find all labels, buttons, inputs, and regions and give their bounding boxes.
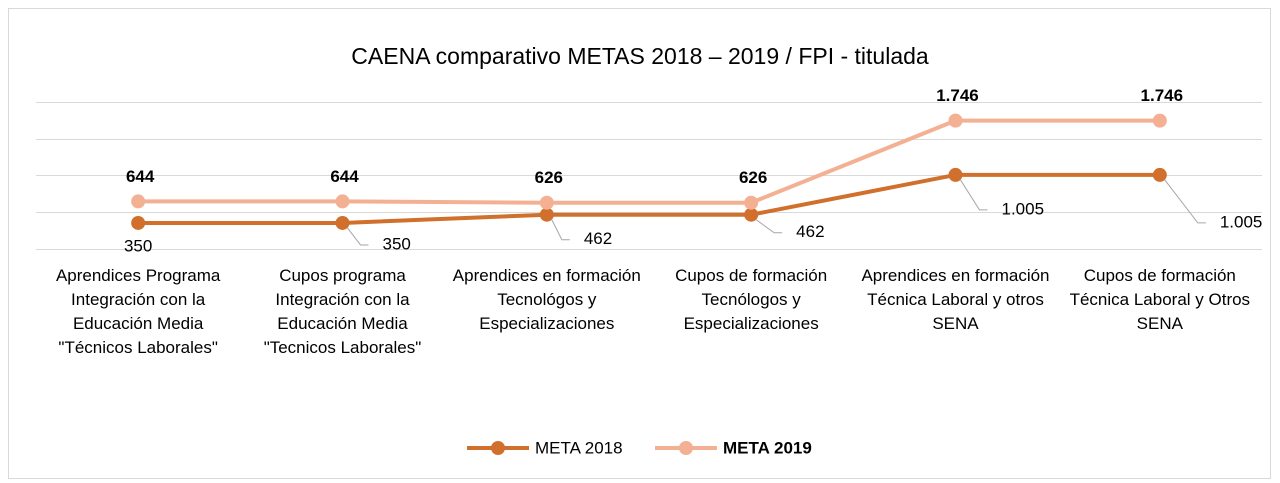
leader-line bbox=[960, 179, 988, 211]
legend-label: META 2019 bbox=[723, 438, 812, 457]
data-label: 350 bbox=[124, 236, 152, 255]
leader-line bbox=[551, 219, 570, 241]
x-tick-label: Cupos de formación Técnica Laboral y Otr… bbox=[1069, 266, 1251, 333]
data-label: 644 bbox=[330, 167, 359, 186]
data-point bbox=[539, 207, 554, 222]
legend-marker bbox=[679, 441, 693, 455]
data-label: 1.746 bbox=[1141, 86, 1184, 105]
series-line bbox=[138, 172, 1160, 225]
data-point bbox=[744, 207, 759, 222]
legend-label: META 2018 bbox=[535, 438, 623, 457]
legend-marker bbox=[491, 441, 505, 455]
data-label: 1.746 bbox=[936, 86, 979, 105]
data-point bbox=[131, 215, 146, 230]
data-label: 626 bbox=[535, 168, 563, 187]
x-tick-label: Aprendices Programa Integración con la E… bbox=[55, 266, 221, 357]
data-point bbox=[131, 194, 146, 209]
x-tick-label: Cupos programa Integración con la Educac… bbox=[263, 266, 422, 357]
data-point bbox=[539, 195, 554, 210]
leader-line bbox=[755, 219, 783, 234]
x-tick-label: Aprendices en formación Técnica Laboral … bbox=[861, 266, 1050, 333]
chart-title: CAENA comparativo METAS 2018 – 2019 / FP… bbox=[351, 43, 929, 69]
data-label: 1.005 bbox=[1002, 199, 1045, 218]
x-tick-label: Cupos de formación Tecnólogos y Especial… bbox=[675, 266, 828, 333]
data-point bbox=[948, 113, 963, 128]
data-label: 350 bbox=[383, 234, 411, 253]
data-label: 462 bbox=[796, 222, 824, 241]
leader-line bbox=[347, 227, 369, 246]
data-point bbox=[335, 215, 350, 230]
series-line bbox=[138, 118, 1160, 205]
x-tick-label: Aprendices en formación Tecnológos y Esp… bbox=[452, 266, 641, 333]
data-point bbox=[1152, 167, 1167, 182]
data-label: 1.005 bbox=[1220, 212, 1263, 231]
data-point bbox=[948, 167, 963, 182]
data-label: 626 bbox=[739, 168, 767, 187]
data-label: 644 bbox=[126, 167, 155, 186]
leader-line bbox=[1164, 179, 1206, 224]
data-point bbox=[744, 195, 759, 210]
data-label: 462 bbox=[584, 229, 612, 248]
data-point bbox=[1152, 113, 1167, 128]
data-point bbox=[335, 194, 350, 209]
chart-border bbox=[8, 8, 1271, 479]
